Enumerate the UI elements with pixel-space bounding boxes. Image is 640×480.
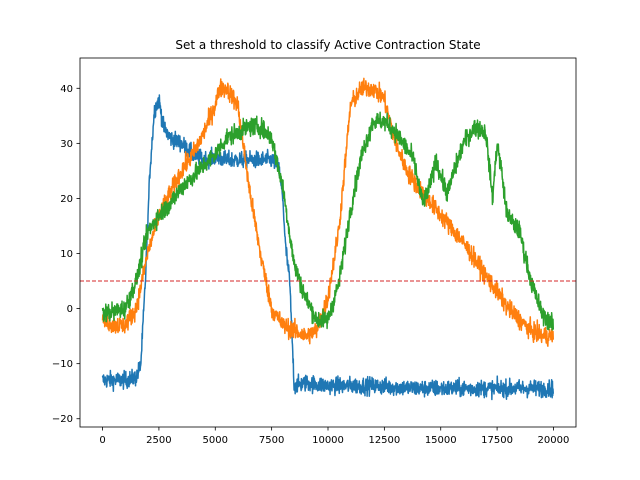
x-tick-label: 17500 [481, 435, 513, 446]
x-tick-label: 15000 [425, 435, 457, 446]
y-axis: −20 −10 0 10 20 30 40 [52, 84, 80, 425]
x-axis: 0 2500 5000 7500 10000 12500 15000 17500 20000 [99, 427, 569, 446]
y-tick-label: −20 [52, 414, 73, 425]
chart-title: Set a threshold to classify Active Contr… [175, 38, 480, 52]
x-tick-label: 10000 [312, 435, 344, 446]
x-tick-label: 20000 [538, 435, 570, 446]
y-tick-label: 20 [60, 194, 73, 205]
series-2-line [101, 77, 555, 347]
x-tick-label: 7500 [259, 435, 284, 446]
y-tick-label: 0 [67, 304, 73, 315]
series-1-line [101, 94, 555, 401]
x-tick-label: 12500 [368, 435, 400, 446]
series-3-line [101, 111, 555, 331]
x-tick-label: 0 [99, 435, 105, 446]
y-tick-label: 30 [60, 139, 73, 150]
x-tick-label: 5000 [203, 435, 228, 446]
x-tick-label: 2500 [146, 435, 171, 446]
y-tick-label: 10 [60, 249, 73, 260]
y-tick-label: −10 [52, 359, 73, 370]
series-layer [101, 77, 555, 401]
y-tick-label: 40 [60, 84, 73, 95]
